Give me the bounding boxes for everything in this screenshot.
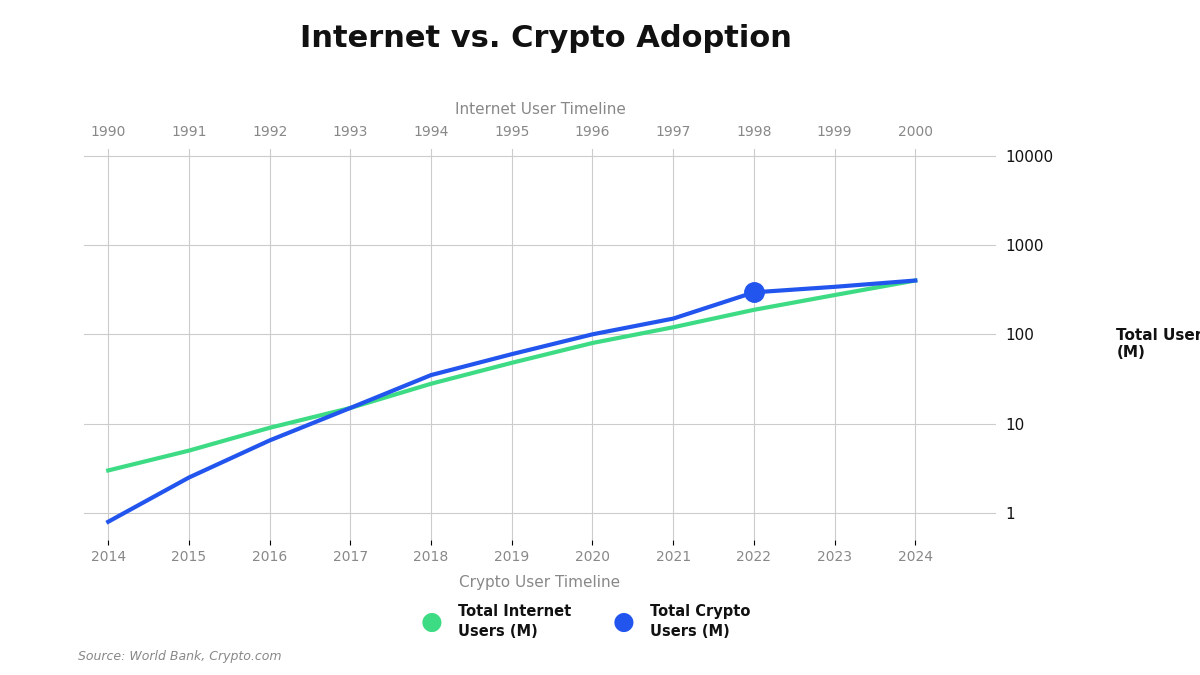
Text: ●: ● — [613, 610, 635, 634]
Text: Total Crypto
Users (M): Total Crypto Users (M) — [650, 604, 751, 639]
Text: Internet vs. Crypto Adoption: Internet vs. Crypto Adoption — [300, 24, 792, 53]
Text: Total Internet
Users (M): Total Internet Users (M) — [458, 604, 571, 639]
Text: ●: ● — [421, 610, 443, 634]
X-axis label: Internet User Timeline: Internet User Timeline — [455, 102, 625, 117]
Text: Source: World Bank, Crypto.com: Source: World Bank, Crypto.com — [78, 650, 282, 663]
X-axis label: Crypto User Timeline: Crypto User Timeline — [460, 575, 620, 590]
Y-axis label: Total Users
(M): Total Users (M) — [1116, 328, 1200, 360]
